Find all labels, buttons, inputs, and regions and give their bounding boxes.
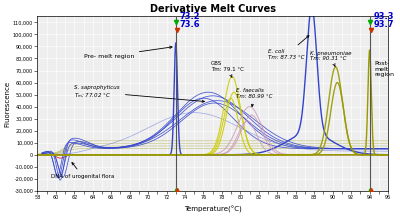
Text: 93.7: 93.7 (373, 20, 394, 29)
Y-axis label: Fluorescence: Fluorescence (4, 81, 10, 127)
Text: Post-
melt
region: Post- melt region (374, 61, 394, 77)
Text: 73.2: 73.2 (180, 12, 200, 21)
Text: E. faecalis
Tm: 80.99 °C: E. faecalis Tm: 80.99 °C (236, 88, 272, 107)
Text: K. pneumoniae
Tm: 90.31 °C: K. pneumoniae Tm: 90.31 °C (310, 51, 351, 67)
Text: 73.6: 73.6 (180, 20, 200, 29)
Text: GBS
Tm: 79.1 °C: GBS Tm: 79.1 °C (211, 61, 244, 78)
Text: S. saprophyticus
T$_{\rm m}$: 77.02 °C: S. saprophyticus T$_{\rm m}$: 77.02 °C (74, 85, 204, 102)
Text: E. coli
Tm: 87.73 °C: E. coli Tm: 87.73 °C (268, 36, 309, 60)
Text: 93.3: 93.3 (373, 12, 394, 21)
Text: Pre- melt region: Pre- melt region (84, 46, 172, 59)
Title: Derivative Melt Curves: Derivative Melt Curves (150, 4, 276, 14)
Text: DNA of urogenital flora: DNA of urogenital flora (51, 163, 114, 179)
X-axis label: Temperature(°C): Temperature(°C) (184, 206, 242, 213)
